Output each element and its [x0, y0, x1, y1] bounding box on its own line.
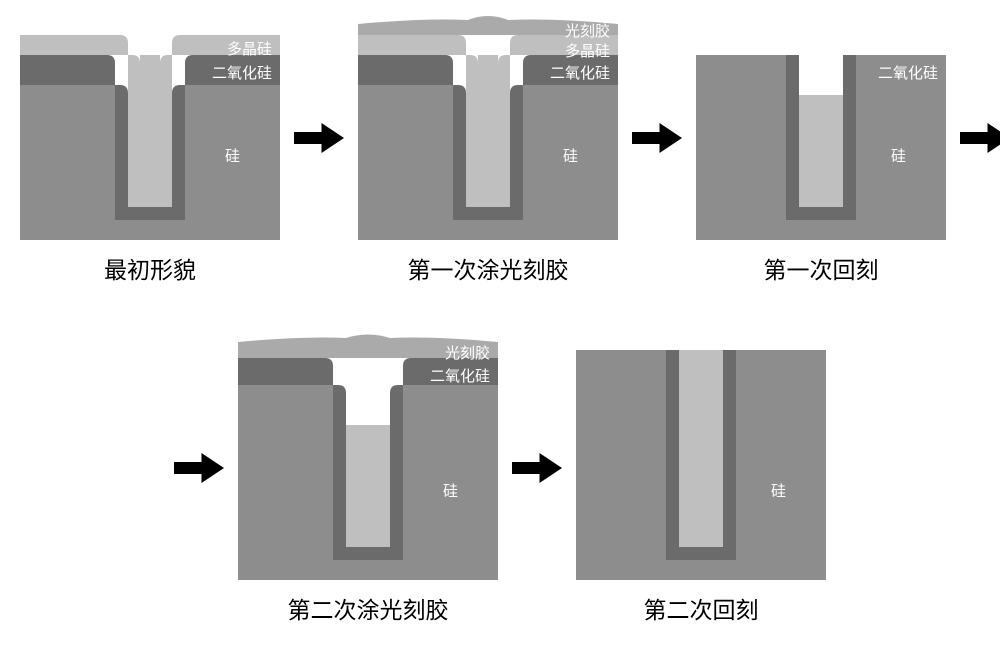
panel-5: 硅 [576, 330, 826, 585]
row-1: 多晶硅 二氧化硅 硅 最初形貌 光刻胶 多晶硅 二氧化硅 硅 第一次涂光刻胶 二… [20, 10, 1000, 285]
panel-2: 光刻胶 多晶硅 二氧化硅 硅 [358, 10, 618, 245]
arrow-1-2 [294, 123, 344, 153]
caption-5: 第二次回刻 [644, 591, 759, 625]
caption-3: 第一次回刻 [764, 251, 879, 285]
caption-2: 第一次涂光刻胶 [408, 251, 569, 285]
step-3: 二氧化硅 硅 第一次回刻 [696, 10, 946, 285]
arrow-2-3 [632, 123, 682, 153]
arrow-into-4 [174, 453, 224, 483]
panel-1: 多晶硅 二氧化硅 硅 [20, 10, 280, 245]
caption-4: 第二次涂光刻胶 [288, 591, 449, 625]
arrow-4-5 [512, 453, 562, 483]
caption-1: 最初形貌 [104, 251, 196, 285]
step-1: 多晶硅 二氧化硅 硅 最初形貌 [20, 10, 280, 285]
panel-4: 光刻胶 二氧化硅 硅 [238, 330, 498, 585]
step-2: 光刻胶 多晶硅 二氧化硅 硅 第一次涂光刻胶 [358, 10, 618, 285]
panel-3: 二氧化硅 硅 [696, 10, 946, 245]
process-flow-diagram: 多晶硅 二氧化硅 硅 最初形貌 光刻胶 多晶硅 二氧化硅 硅 第一次涂光刻胶 二… [0, 0, 1000, 649]
row-2: 光刻胶 二氧化硅 硅 第二次涂光刻胶 硅 第二次回刻 [160, 330, 826, 625]
arrow-3-4 [960, 123, 1000, 153]
step-5: 硅 第二次回刻 [576, 330, 826, 625]
step-4: 光刻胶 二氧化硅 硅 第二次涂光刻胶 [238, 330, 498, 625]
